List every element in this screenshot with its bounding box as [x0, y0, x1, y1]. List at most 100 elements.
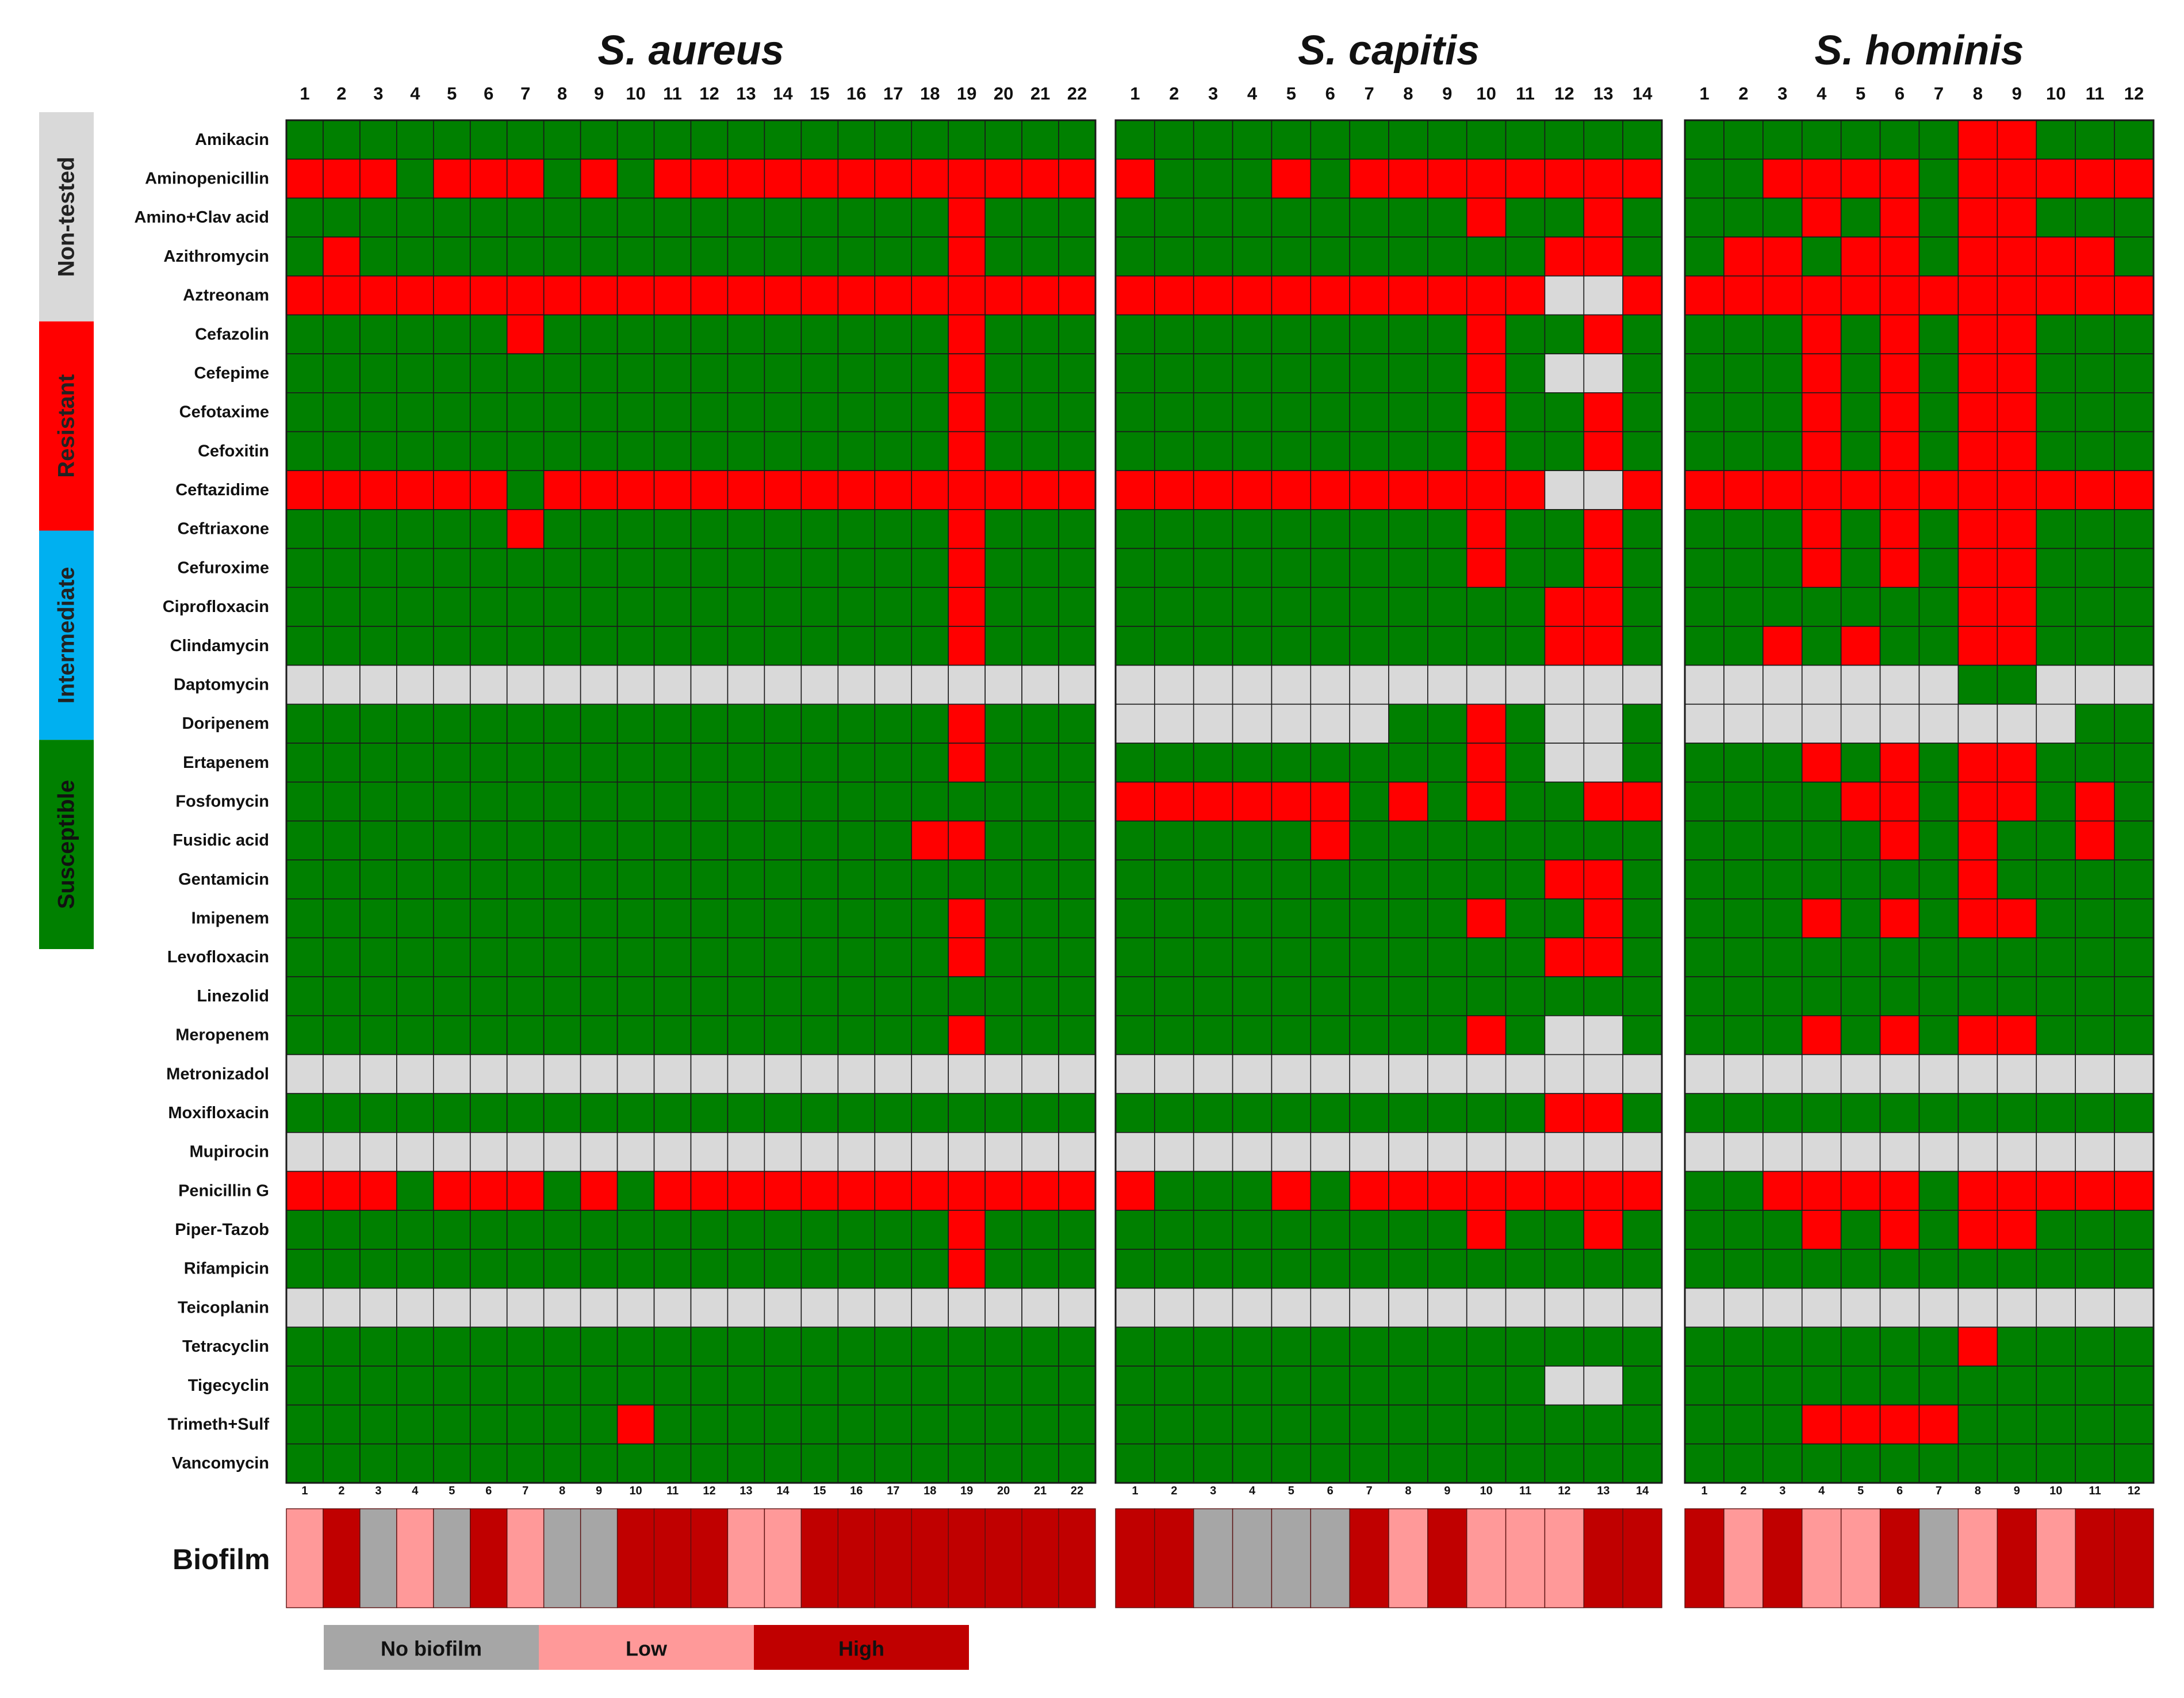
- cell-s-aureus-isolate-19-amikacin: [948, 120, 986, 160]
- cell-s-capitis-isolate-12-ertapenem: [1544, 743, 1585, 783]
- cell-s-aureus-isolate-13-daptomycin: [727, 664, 765, 705]
- cell-s-capitis-isolate-12-fusidic-acid: [1544, 820, 1585, 861]
- cell-s-aureus-isolate-5-mupirocin: [433, 1132, 471, 1172]
- cell-s-hominis-isolate-1-gentamicin: [1684, 859, 1725, 900]
- cell-s-capitis-isolate-5-fusidic-acid: [1271, 820, 1312, 861]
- biofilm-cell-s-hominis-3: [1762, 1508, 1803, 1608]
- cell-s-hominis-isolate-10-daptomycin: [2036, 664, 2076, 705]
- cell-s-capitis-isolate-3-gentamicin: [1193, 859, 1233, 900]
- cell-s-hominis-isolate-11-ertapenem: [2075, 743, 2115, 783]
- cell-s-capitis-isolate-9-ceftazidime: [1427, 470, 1468, 510]
- isolate-number-top-s-capitis-13: 13: [1593, 83, 1613, 104]
- isolate-number-top-s-capitis-8: 8: [1403, 83, 1413, 104]
- cell-s-aureus-isolate-12-ceftazidime: [690, 470, 729, 510]
- cell-s-aureus-isolate-7-fosfomycin: [506, 781, 545, 822]
- cell-s-aureus-isolate-22-penicillin-g: [1058, 1171, 1096, 1211]
- cell-s-hominis-isolate-4-tetracyclin: [1801, 1326, 1842, 1367]
- cell-s-capitis-isolate-3-rifampicin: [1193, 1249, 1233, 1289]
- cell-s-hominis-isolate-2-fosfomycin: [1723, 781, 1764, 822]
- cell-s-hominis-isolate-7-vancomycin: [1918, 1443, 1959, 1483]
- cell-s-capitis-isolate-12-rifampicin: [1544, 1249, 1585, 1289]
- cell-s-capitis-isolate-4-gentamicin: [1232, 859, 1273, 900]
- cell-s-aureus-isolate-8-cefotaxime: [543, 392, 581, 433]
- cell-s-aureus-isolate-21-aminopenicillin: [1021, 158, 1059, 199]
- cell-s-capitis-isolate-14-levofloxacin: [1622, 937, 1662, 977]
- cell-s-aureus-isolate-18-cefotaxime: [911, 392, 949, 433]
- cell-s-aureus-isolate-20-vancomycin: [984, 1443, 1022, 1483]
- cell-s-aureus-isolate-14-ceftriaxone: [764, 509, 802, 549]
- cell-s-aureus-isolate-6-levofloxacin: [469, 937, 508, 977]
- cell-s-aureus-isolate-20-azithromycin: [984, 236, 1022, 277]
- cell-s-aureus-isolate-12-cefazolin: [690, 314, 729, 354]
- cell-s-aureus-isolate-22-mupirocin: [1058, 1132, 1096, 1172]
- cell-s-capitis-isolate-9-fosfomycin: [1427, 781, 1468, 822]
- cell-s-capitis-isolate-1-moxifloxacin: [1115, 1093, 1155, 1133]
- cell-s-capitis-isolate-9-ceftriaxone: [1427, 509, 1468, 549]
- cell-s-aureus-isolate-22-doripenem: [1058, 703, 1096, 744]
- cell-s-hominis-isolate-11-daptomycin: [2075, 664, 2115, 705]
- cell-s-aureus-isolate-4-trimeth-sulf: [396, 1404, 434, 1445]
- biofilm-cell-s-aureus-22: [1058, 1508, 1096, 1608]
- cell-s-capitis-isolate-1-daptomycin: [1115, 664, 1155, 705]
- cell-s-hominis-isolate-7-fusidic-acid: [1918, 820, 1959, 861]
- cell-s-hominis-isolate-12-fosfomycin: [2114, 781, 2154, 822]
- cell-s-capitis-isolate-11-tigecyclin: [1505, 1366, 1546, 1406]
- cell-s-aureus-isolate-19-linezolid: [948, 976, 986, 1016]
- cell-s-aureus-isolate-1-azithromycin: [286, 236, 324, 277]
- cell-s-capitis-isolate-10-tetracyclin: [1466, 1326, 1507, 1367]
- cell-s-capitis-isolate-2-piper-tazob: [1154, 1210, 1194, 1250]
- cell-s-hominis-isolate-10-fosfomycin: [2036, 781, 2076, 822]
- cell-s-capitis-isolate-6-azithromycin: [1310, 236, 1350, 277]
- cell-s-aureus-isolate-5-meropenem: [433, 1015, 471, 1055]
- isolate-number-bottom-s-aureus-4: 4: [412, 1485, 419, 1497]
- cell-s-hominis-isolate-8-cefuroxime: [1957, 548, 1998, 588]
- cell-s-capitis-isolate-13-teicoplanin: [1583, 1287, 1623, 1328]
- isolate-number-bottom-s-capitis-13: 13: [1597, 1485, 1610, 1497]
- cell-s-aureus-isolate-14-linezolid: [764, 976, 802, 1016]
- cell-s-aureus-isolate-1-tetracyclin: [286, 1326, 324, 1367]
- cell-s-hominis-isolate-5-levofloxacin: [1840, 937, 1881, 977]
- cell-s-aureus-isolate-6-azithromycin: [469, 236, 508, 277]
- cell-s-aureus-isolate-11-metronizadol: [653, 1054, 692, 1094]
- cell-s-capitis-isolate-5-moxifloxacin: [1271, 1093, 1312, 1133]
- cell-s-capitis-isolate-8-penicillin-g: [1388, 1171, 1428, 1211]
- cell-s-capitis-isolate-13-cefazolin: [1583, 314, 1623, 354]
- cell-s-hominis-isolate-6-mupirocin: [1879, 1132, 1920, 1172]
- cell-s-capitis-isolate-3-trimeth-sulf: [1193, 1404, 1233, 1445]
- cell-s-capitis-isolate-1-ceftazidime: [1115, 470, 1155, 510]
- cell-s-aureus-isolate-6-mupirocin: [469, 1132, 508, 1172]
- cell-s-aureus-isolate-17-cefepime: [874, 353, 913, 393]
- cell-s-aureus-isolate-4-tetracyclin: [396, 1326, 434, 1367]
- cell-s-capitis-isolate-2-azithromycin: [1154, 236, 1194, 277]
- cell-s-aureus-isolate-12-moxifloxacin: [690, 1093, 729, 1133]
- cell-s-capitis-isolate-13-imipenem: [1583, 898, 1623, 939]
- cell-s-capitis-isolate-14-ciprofloxacin: [1622, 587, 1662, 627]
- cell-s-aureus-isolate-20-amikacin: [984, 120, 1022, 160]
- cell-s-aureus-isolate-14-cefoxitin: [764, 431, 802, 471]
- cell-s-aureus-isolate-16-gentamicin: [837, 859, 876, 900]
- cell-s-aureus-isolate-21-clindamycin: [1021, 626, 1059, 666]
- biofilm-cell-s-aureus-8: [543, 1508, 581, 1608]
- cell-s-aureus-isolate-19-ceftriaxone: [948, 509, 986, 549]
- cell-s-aureus-isolate-11-fusidic-acid: [653, 820, 692, 861]
- cell-s-hominis-isolate-6-ceftriaxone: [1879, 509, 1920, 549]
- cell-s-aureus-isolate-8-gentamicin: [543, 859, 581, 900]
- cell-s-aureus-isolate-12-cefoxitin: [690, 431, 729, 471]
- cell-s-aureus-isolate-19-cefepime: [948, 353, 986, 393]
- cell-s-hominis-isolate-6-tetracyclin: [1879, 1326, 1920, 1367]
- isolate-number-bottom-s-capitis-6: 6: [1327, 1485, 1334, 1497]
- cell-s-aureus-isolate-12-azithromycin: [690, 236, 729, 277]
- isolate-number-top-s-aureus-19: 19: [957, 83, 976, 104]
- cell-s-capitis-isolate-3-levofloxacin: [1193, 937, 1233, 977]
- cell-s-aureus-isolate-12-ciprofloxacin: [690, 587, 729, 627]
- cell-s-hominis-isolate-2-cefotaxime: [1723, 392, 1764, 433]
- cell-s-capitis-isolate-13-doripenem: [1583, 703, 1623, 744]
- cell-s-aureus-isolate-4-metronizadol: [396, 1054, 434, 1094]
- cell-s-aureus-isolate-22-clindamycin: [1058, 626, 1096, 666]
- cell-s-capitis-isolate-2-linezolid: [1154, 976, 1194, 1016]
- cell-s-capitis-isolate-4-linezolid: [1232, 976, 1273, 1016]
- cell-s-hominis-isolate-3-azithromycin: [1762, 236, 1803, 277]
- biofilm-cell-s-hominis-4: [1802, 1508, 1842, 1608]
- isolate-number-bottom-s-aureus-10: 10: [629, 1485, 642, 1497]
